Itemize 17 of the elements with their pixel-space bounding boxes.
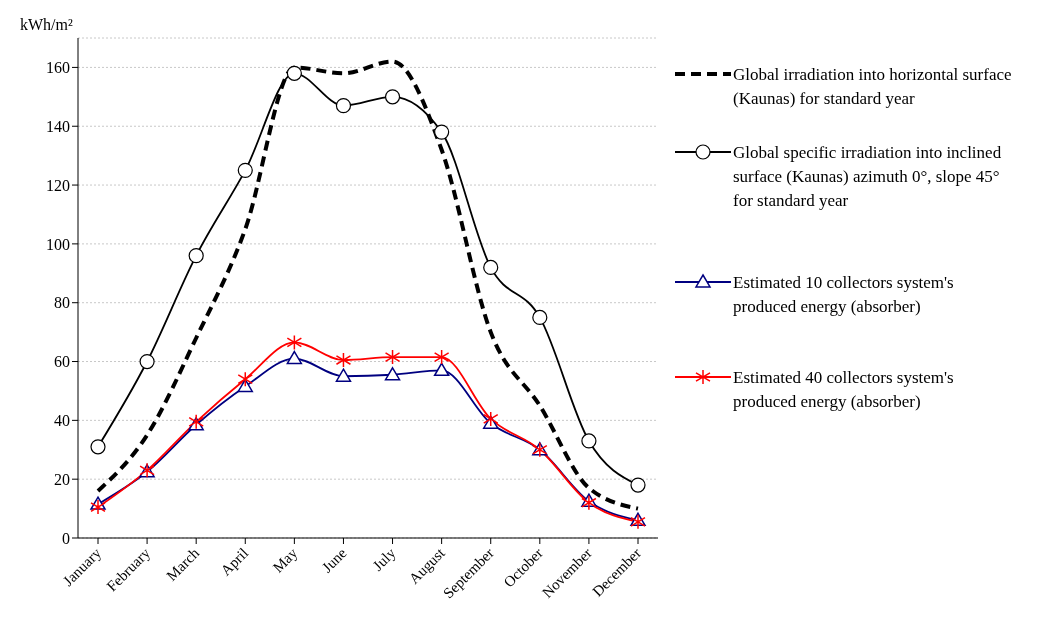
x-tick-label: May: [269, 544, 301, 576]
x-tick-label: July: [369, 544, 400, 574]
legend-label: Global irradiation into horizontal surface (Kaunas) for standard year: [733, 64, 1013, 110]
y-tick-label: 60: [54, 353, 70, 371]
x-tick-label: June: [318, 544, 350, 576]
y-tick-label: 80: [54, 294, 70, 312]
legend-label: Global specific irradiation into inclined surface (Kaunas) azimuth 0°, slope 45° for standard year: [733, 142, 1003, 212]
y-tick-label: 100: [46, 235, 70, 253]
y-axis-title: kWh/m²: [20, 16, 73, 33]
y-tick-label: 40: [54, 412, 70, 430]
y-tick-label: 120: [46, 176, 70, 194]
legend-label: Estimated 10 collectors system's produced energy (absorber): [733, 272, 955, 318]
y-tick-label: 160: [46, 59, 70, 77]
y-tick-label: 0: [62, 529, 70, 547]
legend-label: Estimated 40 collectors system's produced energy (absorber): [733, 367, 955, 413]
y-tick-label: 140: [46, 117, 70, 135]
y-tick-label: 20: [54, 470, 70, 488]
